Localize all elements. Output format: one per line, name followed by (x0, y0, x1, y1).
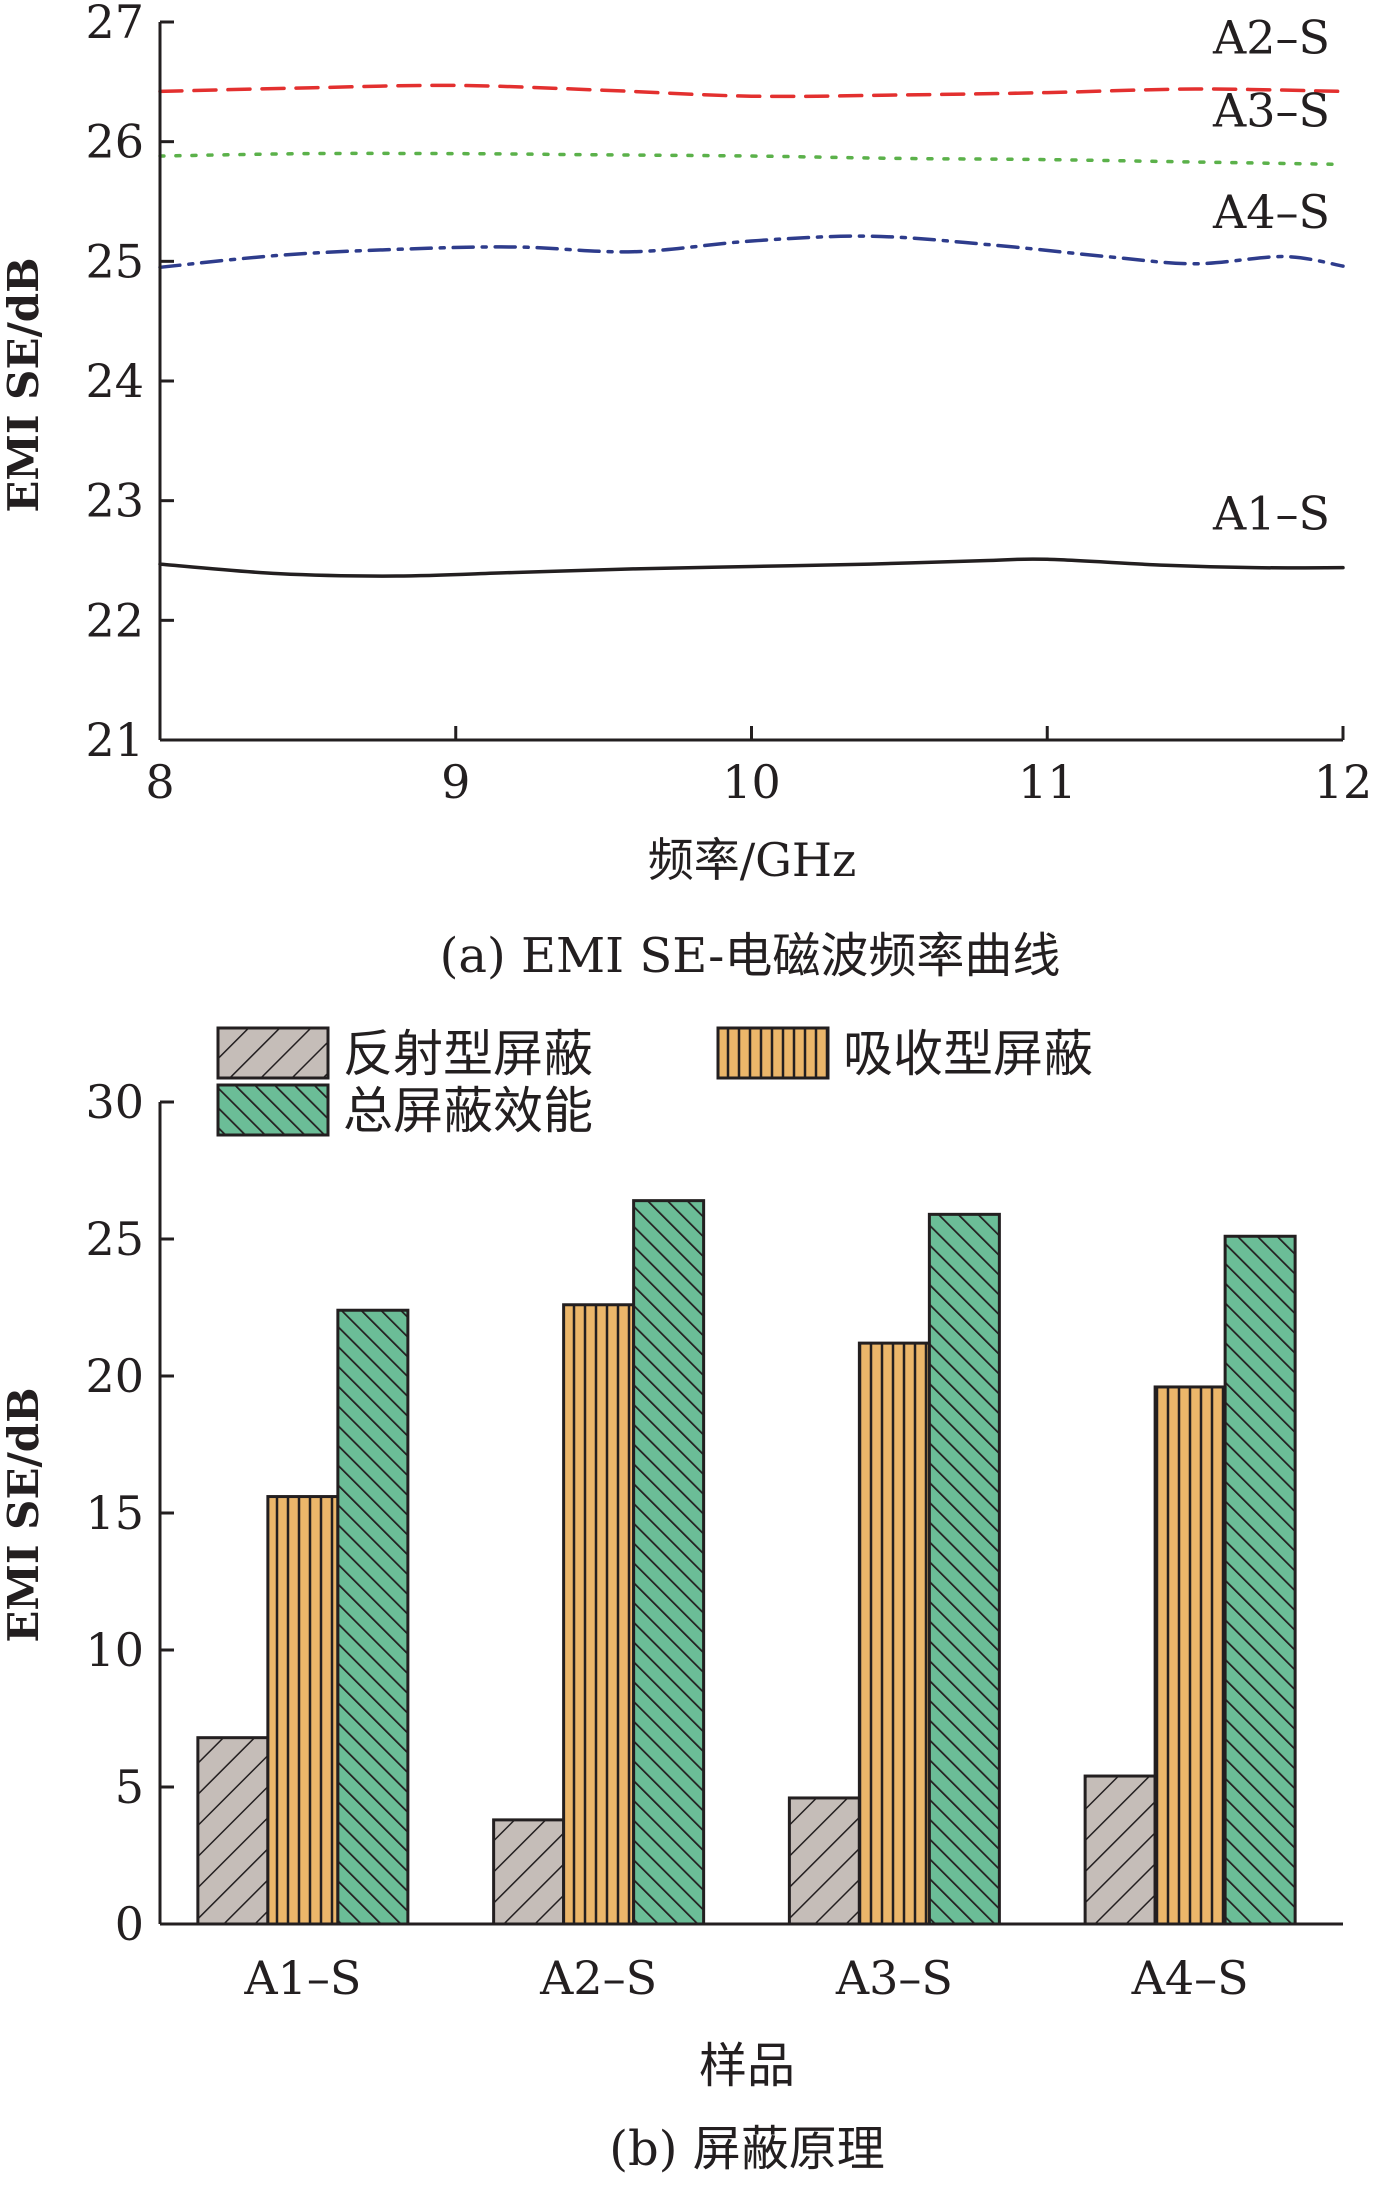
line-series-group (158, 83, 1345, 578)
bar-absorption-2 (857, 1341, 931, 1926)
legend-swatch (216, 1026, 330, 1080)
y-axis-ticks: 0 5 10 15 20 25 30 (85, 1075, 174, 1951)
series-label-a2-s: A2–S (1212, 10, 1330, 64)
x-tick-label: 11 (1018, 755, 1077, 809)
legend-label: 反射型屏蔽 (343, 1025, 593, 1083)
bar-group (196, 1199, 1297, 1926)
panel-caption: (a) EMI SE-电磁波频率曲线 (440, 928, 1061, 984)
x-tick-label: A1–S (243, 1951, 361, 2005)
y-tick-label: 26 (85, 115, 144, 169)
bar-total-3 (1223, 1234, 1297, 1926)
bar-total-1 (632, 1199, 706, 1926)
y-tick-label: 15 (85, 1486, 144, 1540)
series-labels: A2–S A3–S A4–S A1–S (1212, 10, 1330, 540)
series-line-a4-s (158, 234, 1345, 270)
series-label-a4-s: A4–S (1212, 185, 1330, 239)
series-label-a3-s: A3–S (1212, 83, 1330, 137)
x-tick-label: A3–S (835, 1951, 953, 2005)
bar-reflection-1 (492, 1818, 566, 1926)
x-tick-label: A2–S (539, 1951, 657, 2005)
bar-chart-panel: 0 5 10 15 20 25 30 A1–S A2–S A3–S A4–S 反射型屏蔽 吸收型屏蔽… (0, 1025, 1343, 2177)
y-tick-label: 20 (85, 1349, 144, 1403)
x-tick-label: 12 (1314, 755, 1373, 809)
x-tick-label: 9 (441, 755, 470, 809)
y-tick-label: 22 (85, 593, 144, 647)
series-line-a3-s (158, 151, 1345, 167)
x-axis-ticks: 8 9 10 11 12 (145, 726, 1372, 809)
bar-absorption-3 (1153, 1385, 1227, 1926)
bar-absorption-1 (562, 1303, 636, 1926)
line-chart-panel: 21 22 23 24 25 26 27 8 9 10 11 12 A2–S A3–S A4–S A1–S… (0, 0, 1372, 984)
y-axis-label: EMI SE/dB (0, 257, 48, 512)
x-tick-label: 8 (145, 755, 174, 809)
y-tick-label: 25 (85, 234, 144, 288)
bar-absorption-0 (266, 1495, 340, 1926)
bar-reflection-2 (787, 1796, 861, 1926)
x-axis-ticks: A1–S A2–S A3–S A4–S (243, 1951, 1248, 2005)
legend-label: 吸收型屏蔽 (843, 1025, 1093, 1083)
bar-total-2 (927, 1212, 1001, 1926)
y-tick-label: 5 (115, 1760, 144, 1814)
series-label-a1-s: A1–S (1212, 487, 1330, 541)
x-axis-label: 样品 (699, 2038, 795, 2094)
panel-caption: (b) 屏蔽原理 (609, 2121, 884, 2177)
x-tick-label: A4–S (1131, 1951, 1249, 2005)
y-axis-label: EMI SE/dB (0, 1387, 48, 1642)
x-tick-label: 10 (722, 755, 781, 809)
bar-total-0 (336, 1308, 410, 1926)
legend-label: 总屏蔽效能 (343, 1082, 593, 1140)
y-tick-label: 21 (85, 713, 144, 767)
y-tick-label: 27 (85, 0, 144, 49)
y-tick-label: 30 (85, 1075, 144, 1129)
series-line-a1-s (158, 557, 1345, 578)
y-tick-label: 23 (85, 474, 144, 528)
legend-swatch (216, 1083, 330, 1137)
y-tick-label: 24 (85, 354, 144, 408)
y-tick-label: 25 (85, 1212, 144, 1266)
y-axis-ticks: 21 22 23 24 25 26 27 (85, 0, 174, 767)
y-tick-label: 0 (115, 1897, 144, 1951)
x-axis-label: 频率/GHz (648, 833, 857, 887)
bar-reflection-3 (1083, 1774, 1157, 1926)
series-line-a2-s (158, 83, 1345, 99)
bar-reflection-0 (196, 1736, 270, 1926)
y-tick-label: 10 (85, 1623, 144, 1677)
legend-swatch (716, 1026, 830, 1080)
